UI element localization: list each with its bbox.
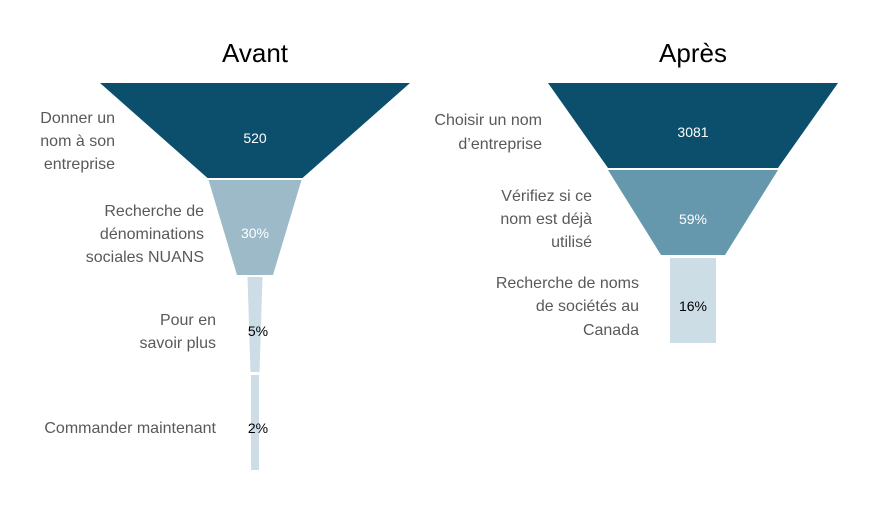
funnel-label-apres-1: Choisir un nom d’entrepriseChoisir un nom…: [434, 112, 542, 153]
funnel-step-apres-3: [670, 258, 716, 343]
funnel-step-avant-4: [251, 375, 259, 470]
funnel-step-apres-1: [548, 83, 838, 168]
funnel-avant: Avant 520 Donner un nom à son entrepriseDonn…: [40, 38, 410, 470]
funnel-label-avant-4: Commander maintenantCommander maintenant: [44, 420, 216, 437]
funnel-value-avant-4: 2%: [248, 420, 268, 436]
funnel-value-apres-2: 59%: [679, 211, 707, 227]
funnel-label-avant-2: Recherche de dénominations sociales NUANSR…: [86, 203, 204, 266]
funnel-title-apres: Après: [659, 38, 727, 68]
funnel-value-apres-3: 16%: [679, 298, 707, 314]
funnel-value-apres-1: 3081: [677, 124, 708, 140]
funnel-step-apres-2: [608, 170, 778, 255]
funnel-label-apres-2: Vérifiez si ce nom est déjà utiliséVérifie…: [500, 188, 592, 251]
funnel-value-avant-2: 30%: [241, 225, 269, 241]
funnel-label-apres-3: Recherche de noms de sociétés au CanadaRec…: [496, 275, 639, 339]
funnel-step-avant-1: [100, 83, 410, 178]
funnel-label-avant-3: Pour en savoir plusPour en savoir plus: [140, 312, 216, 352]
funnel-apres: Après 3081 Choisir un nom d’entrepriseChois…: [434, 38, 838, 343]
funnel-label-avant-1: Donner un nom à son entrepriseDonner un no…: [40, 110, 115, 173]
funnel-step-avant-3: [247, 277, 263, 372]
funnel-value-avant-1: 520: [243, 130, 267, 146]
funnel-step-avant-2: [208, 180, 302, 275]
funnel-value-avant-3: 5%: [248, 323, 268, 339]
funnel-title-avant: Avant: [222, 38, 289, 68]
